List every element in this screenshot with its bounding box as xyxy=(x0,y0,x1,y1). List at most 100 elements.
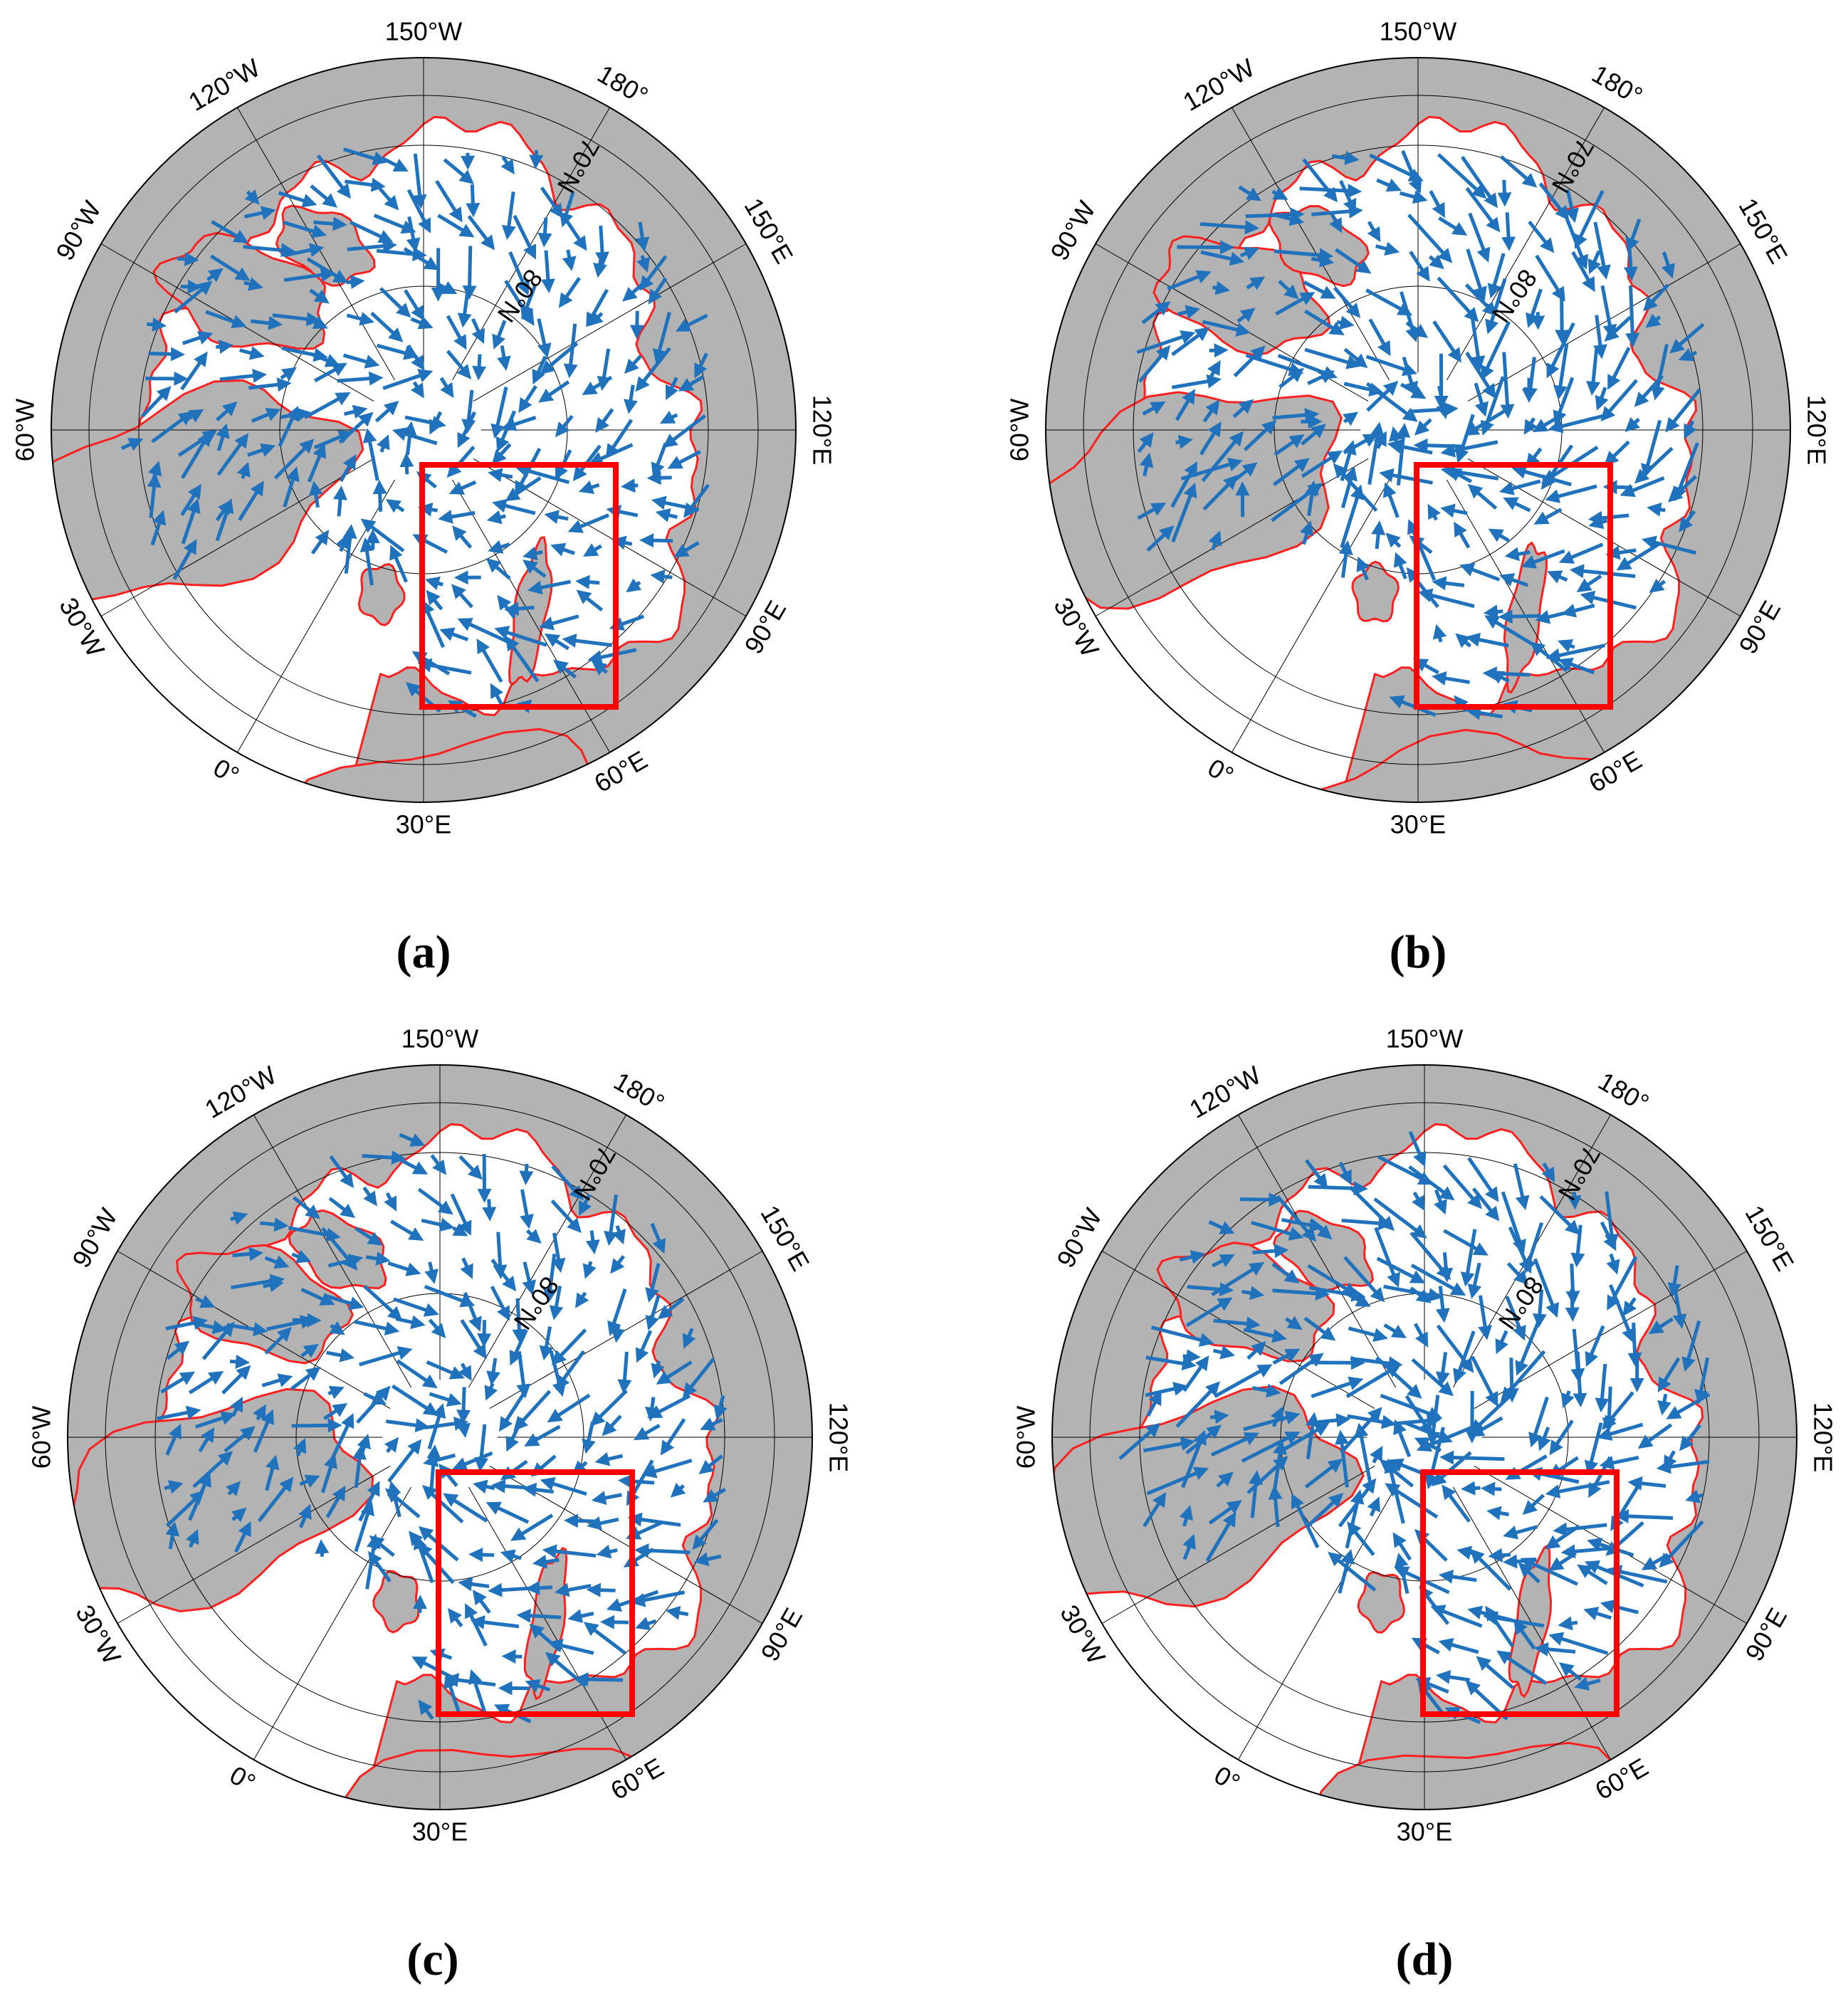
drift-arrow xyxy=(1442,1164,1482,1209)
drift-arrow xyxy=(553,659,577,679)
drift-arrow xyxy=(1305,1159,1328,1189)
drift-arrow xyxy=(1606,1253,1620,1275)
drift-arrow xyxy=(1367,221,1381,243)
drift-arrow xyxy=(1470,1355,1498,1407)
drift-arrow xyxy=(493,1232,508,1279)
meridian xyxy=(100,458,374,616)
drift-arrow xyxy=(620,478,639,493)
drift-arrow xyxy=(1558,542,1604,564)
drift-arrow xyxy=(291,1249,312,1264)
drift-arrow xyxy=(350,220,394,243)
drift-arrow xyxy=(488,540,510,554)
drift-arrow xyxy=(626,578,642,593)
drift-arrow xyxy=(635,347,671,392)
drift-arrow xyxy=(1470,315,1486,371)
drift-arrow xyxy=(639,533,673,548)
drift-arrow xyxy=(484,1382,498,1401)
drift-arrow xyxy=(1625,285,1640,347)
drift-arrow xyxy=(610,1255,626,1274)
meridian xyxy=(1467,243,1741,402)
drift-arrow xyxy=(1146,1466,1209,1496)
drift-arrow xyxy=(1268,1485,1283,1528)
drift-arrow xyxy=(1272,1348,1301,1365)
drift-arrow xyxy=(1685,1489,1703,1503)
drift-arrow xyxy=(1546,322,1575,379)
drift-arrow xyxy=(406,344,425,371)
drift-arrow xyxy=(1426,1395,1441,1446)
drift-arrow xyxy=(1607,1256,1638,1311)
drift-arrow xyxy=(1271,1262,1300,1283)
drift-arrow xyxy=(539,614,579,631)
drift-arrow xyxy=(283,466,300,508)
drift-arrow xyxy=(602,1414,622,1437)
drift-arrow xyxy=(532,1554,560,1569)
drift-arrow xyxy=(359,537,374,586)
drift-arrow xyxy=(264,1255,290,1269)
drift-arrow xyxy=(292,1313,322,1328)
drift-arrow xyxy=(230,1211,248,1225)
drift-arrow xyxy=(1331,150,1360,165)
drift-arrow xyxy=(335,533,350,552)
map-panel: 150°W180°150°E120°E90°E60°E30°E0°30°W60°… xyxy=(1005,17,1832,979)
drift-arrow xyxy=(1182,1349,1201,1364)
drift-arrow xyxy=(525,1229,542,1244)
drift-arrow xyxy=(611,1323,625,1343)
drift-arrow xyxy=(1466,248,1487,302)
study-region xyxy=(436,1469,635,1717)
drift-arrow xyxy=(1673,442,1699,502)
drift-arrow xyxy=(1328,214,1343,233)
drift-arrow xyxy=(1430,1605,1483,1628)
drift-arrow xyxy=(1307,1493,1344,1528)
map-border xyxy=(67,1064,813,1810)
drift-arrow xyxy=(488,1582,531,1597)
drift-arrow xyxy=(1276,1195,1317,1242)
drift-arrow xyxy=(1483,604,1503,619)
drift-arrow xyxy=(1376,1256,1426,1283)
drift-arrow xyxy=(1272,1286,1330,1301)
drift-arrow xyxy=(1569,564,1636,579)
drift-arrow xyxy=(1679,1424,1702,1451)
drift-arrow xyxy=(512,1298,527,1344)
drift-arrow xyxy=(1409,1232,1451,1280)
drift-arrow xyxy=(540,250,555,294)
drift-arrow xyxy=(1645,313,1661,328)
drift-arrow xyxy=(1199,421,1222,456)
drift-arrow xyxy=(367,1550,392,1583)
drift-arrow xyxy=(1309,1219,1333,1240)
drift-arrow xyxy=(386,1418,430,1433)
drift-arrow xyxy=(1202,320,1251,337)
drift-arrow xyxy=(309,288,330,304)
drift-arrow xyxy=(406,189,431,233)
drift-arrow xyxy=(549,1285,564,1321)
drift-arrow xyxy=(1641,419,1662,479)
drift-arrow xyxy=(251,315,283,330)
drift-arrow xyxy=(515,464,570,485)
drift-arrow xyxy=(314,362,347,383)
drift-arrow xyxy=(239,346,265,360)
drift-arrow xyxy=(1651,344,1669,401)
drift-arrow xyxy=(1574,189,1605,249)
drift-arrow xyxy=(1464,283,1497,317)
drift-arrow xyxy=(1274,248,1334,263)
drift-arrow xyxy=(1212,1345,1236,1360)
drift-arrow xyxy=(1210,1432,1259,1457)
drift-arrow xyxy=(1211,1262,1265,1297)
drift-arrow xyxy=(1474,382,1489,417)
drift-arrow xyxy=(504,602,535,616)
drift-arrow xyxy=(1205,1511,1237,1563)
drift-arrow xyxy=(310,184,337,208)
drift-arrow xyxy=(550,1199,582,1233)
drift-arrow xyxy=(1365,288,1413,316)
drift-arrow xyxy=(1354,1422,1372,1486)
drift-arrow xyxy=(1495,1330,1508,1355)
drift-arrow xyxy=(1177,305,1201,320)
drift-arrow xyxy=(1622,1297,1637,1317)
drift-arrow xyxy=(1661,251,1675,279)
drift-arrow xyxy=(520,1189,534,1229)
drift-arrow xyxy=(1602,480,1633,495)
drift-arrow xyxy=(1505,1296,1526,1341)
drift-arrow xyxy=(516,1351,531,1399)
drift-arrow xyxy=(215,340,233,354)
drift-arrow xyxy=(1466,705,1503,720)
drift-arrow xyxy=(1206,359,1221,384)
